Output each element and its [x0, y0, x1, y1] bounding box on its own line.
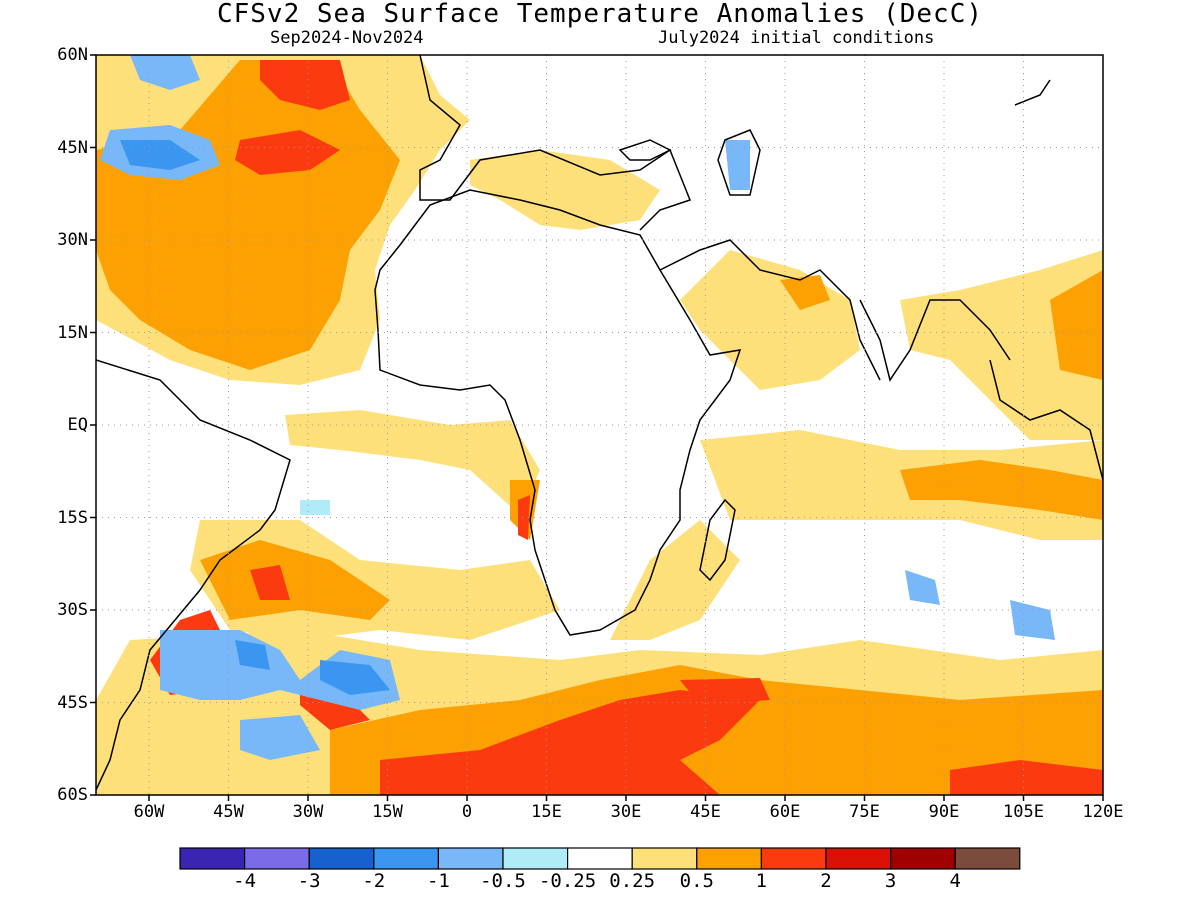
colorbar-swatch	[373, 847, 439, 870]
anomaly-maritime-light	[900, 250, 1103, 440]
anomaly-southern-ocean-red-3	[950, 760, 1103, 795]
colorbar-swatch	[696, 847, 762, 870]
anomaly-angola-red	[518, 495, 530, 540]
anomaly-pale-cyan	[300, 500, 330, 515]
anomaly-mediterranean-light	[470, 150, 660, 230]
anomaly-equatorial-atlantic-light	[285, 410, 540, 515]
lon-label: 0	[461, 802, 473, 822]
anomaly-agulhas-red	[680, 678, 770, 705]
coastlines	[96, 55, 1103, 791]
lat-label: 45S	[57, 692, 88, 713]
lat-label: 15N	[57, 322, 88, 343]
colorbar-label: -1	[426, 870, 450, 892]
lat-label: 60N	[57, 45, 88, 65]
colorbar-swatch	[825, 847, 892, 870]
colorbar-label: -4	[233, 870, 257, 892]
colorbar-swatch	[760, 847, 827, 870]
colorbar-label: 0.25	[609, 870, 656, 892]
anomaly-maritime-orange	[1050, 270, 1103, 380]
anomaly-indian-ocean-orange	[900, 460, 1103, 520]
europe-coastline	[419, 55, 691, 231]
colorbar-swatch	[308, 847, 375, 870]
lon-label: 30E	[610, 802, 642, 822]
lat-label: 30N	[57, 230, 88, 250]
lon-label: 45W	[213, 802, 244, 822]
lat-label: 60S	[57, 785, 88, 805]
colorbar-label: -0.5	[480, 870, 526, 892]
lon-label: 120E	[1082, 802, 1124, 822]
anomaly-indian-ocean-light	[700, 430, 1103, 540]
colorbar-swatch	[502, 847, 569, 870]
anomaly-south-atlantic-red	[250, 565, 290, 600]
lon-label: 30W	[292, 802, 324, 822]
colorbar-label: -2	[362, 870, 386, 892]
anomaly-indian-ocean-light-blue-2	[905, 570, 940, 605]
lon-label: 60E	[769, 802, 801, 822]
anomaly-north-atlantic-red	[235, 130, 340, 175]
map-ticks	[90, 54, 1104, 801]
anomaly-south-atlantic-orange	[200, 540, 390, 620]
lon-label: 45E	[690, 802, 721, 822]
anomaly-north-atlantic-red-2	[260, 60, 350, 110]
arabia-coastline	[659, 239, 881, 381]
anomaly-south-atlantic-blue-2	[320, 660, 390, 695]
colorbar-swatch	[437, 847, 504, 870]
colorbar-label: 3	[884, 870, 897, 892]
colorbar-label: 0.5	[679, 870, 714, 892]
colorbar-label: 4	[949, 870, 961, 892]
colorbar-label: -0.25	[538, 870, 597, 892]
anomaly-indian-ocean-light-blue	[1010, 600, 1055, 640]
lon-label: 15W	[372, 802, 403, 822]
colorbar-swatch	[566, 847, 633, 870]
anomaly-labrador-light-blue	[130, 55, 200, 90]
colorbar-swatch	[179, 847, 246, 870]
lat-label: 45N	[57, 137, 88, 158]
south-america-coastline	[96, 359, 291, 791]
colorbar-label: 2	[820, 870, 832, 892]
anomaly-south-atlantic-deep-light-blue	[240, 715, 320, 760]
colorbar-swatch	[889, 847, 956, 870]
anomaly-south-atlantic-blue	[235, 640, 270, 670]
lon-label: 90E	[928, 802, 960, 822]
colorbar	[179, 847, 1021, 870]
map-title: CFSv2 Sea Surface Temperature Anomalies …	[216, 0, 984, 29]
initial-conditions: July2024 initial conditions	[658, 28, 935, 48]
anomaly-southern-ocean-red	[380, 690, 760, 795]
colorbar-swatch	[244, 847, 310, 870]
lon-label: 15E	[531, 802, 562, 822]
india-coastline	[859, 299, 1011, 382]
forecast-period: Sep2024-Nov2024	[270, 28, 424, 48]
lat-label: EQ	[67, 415, 88, 435]
sea-coastline	[989, 359, 1103, 481]
anomaly-arabian-orange	[780, 275, 830, 310]
caspian-coastline	[717, 129, 761, 196]
anomaly-fill-layer	[96, 55, 1103, 795]
anomaly-mozambique-light	[610, 520, 740, 640]
black-sea-coastline	[618, 139, 672, 161]
anomaly-caspian-blue	[725, 140, 750, 190]
colorbar-swatch	[631, 847, 698, 870]
colorbar-label: 1	[755, 870, 768, 892]
lat-label: 15S	[57, 507, 88, 528]
lon-label: 60W	[133, 802, 165, 822]
lon-label: 75E	[849, 802, 880, 822]
arctic-coastline	[1014, 79, 1051, 106]
colorbar-swatch	[954, 847, 1021, 870]
lon-label: 105E	[1003, 802, 1044, 822]
madagascar-coastline	[699, 498, 736, 582]
lat-label: 30S	[57, 600, 88, 620]
africa-coastline	[374, 189, 742, 636]
colorbar-label: -3	[297, 870, 321, 892]
anomaly-arabian-light	[680, 250, 860, 390]
